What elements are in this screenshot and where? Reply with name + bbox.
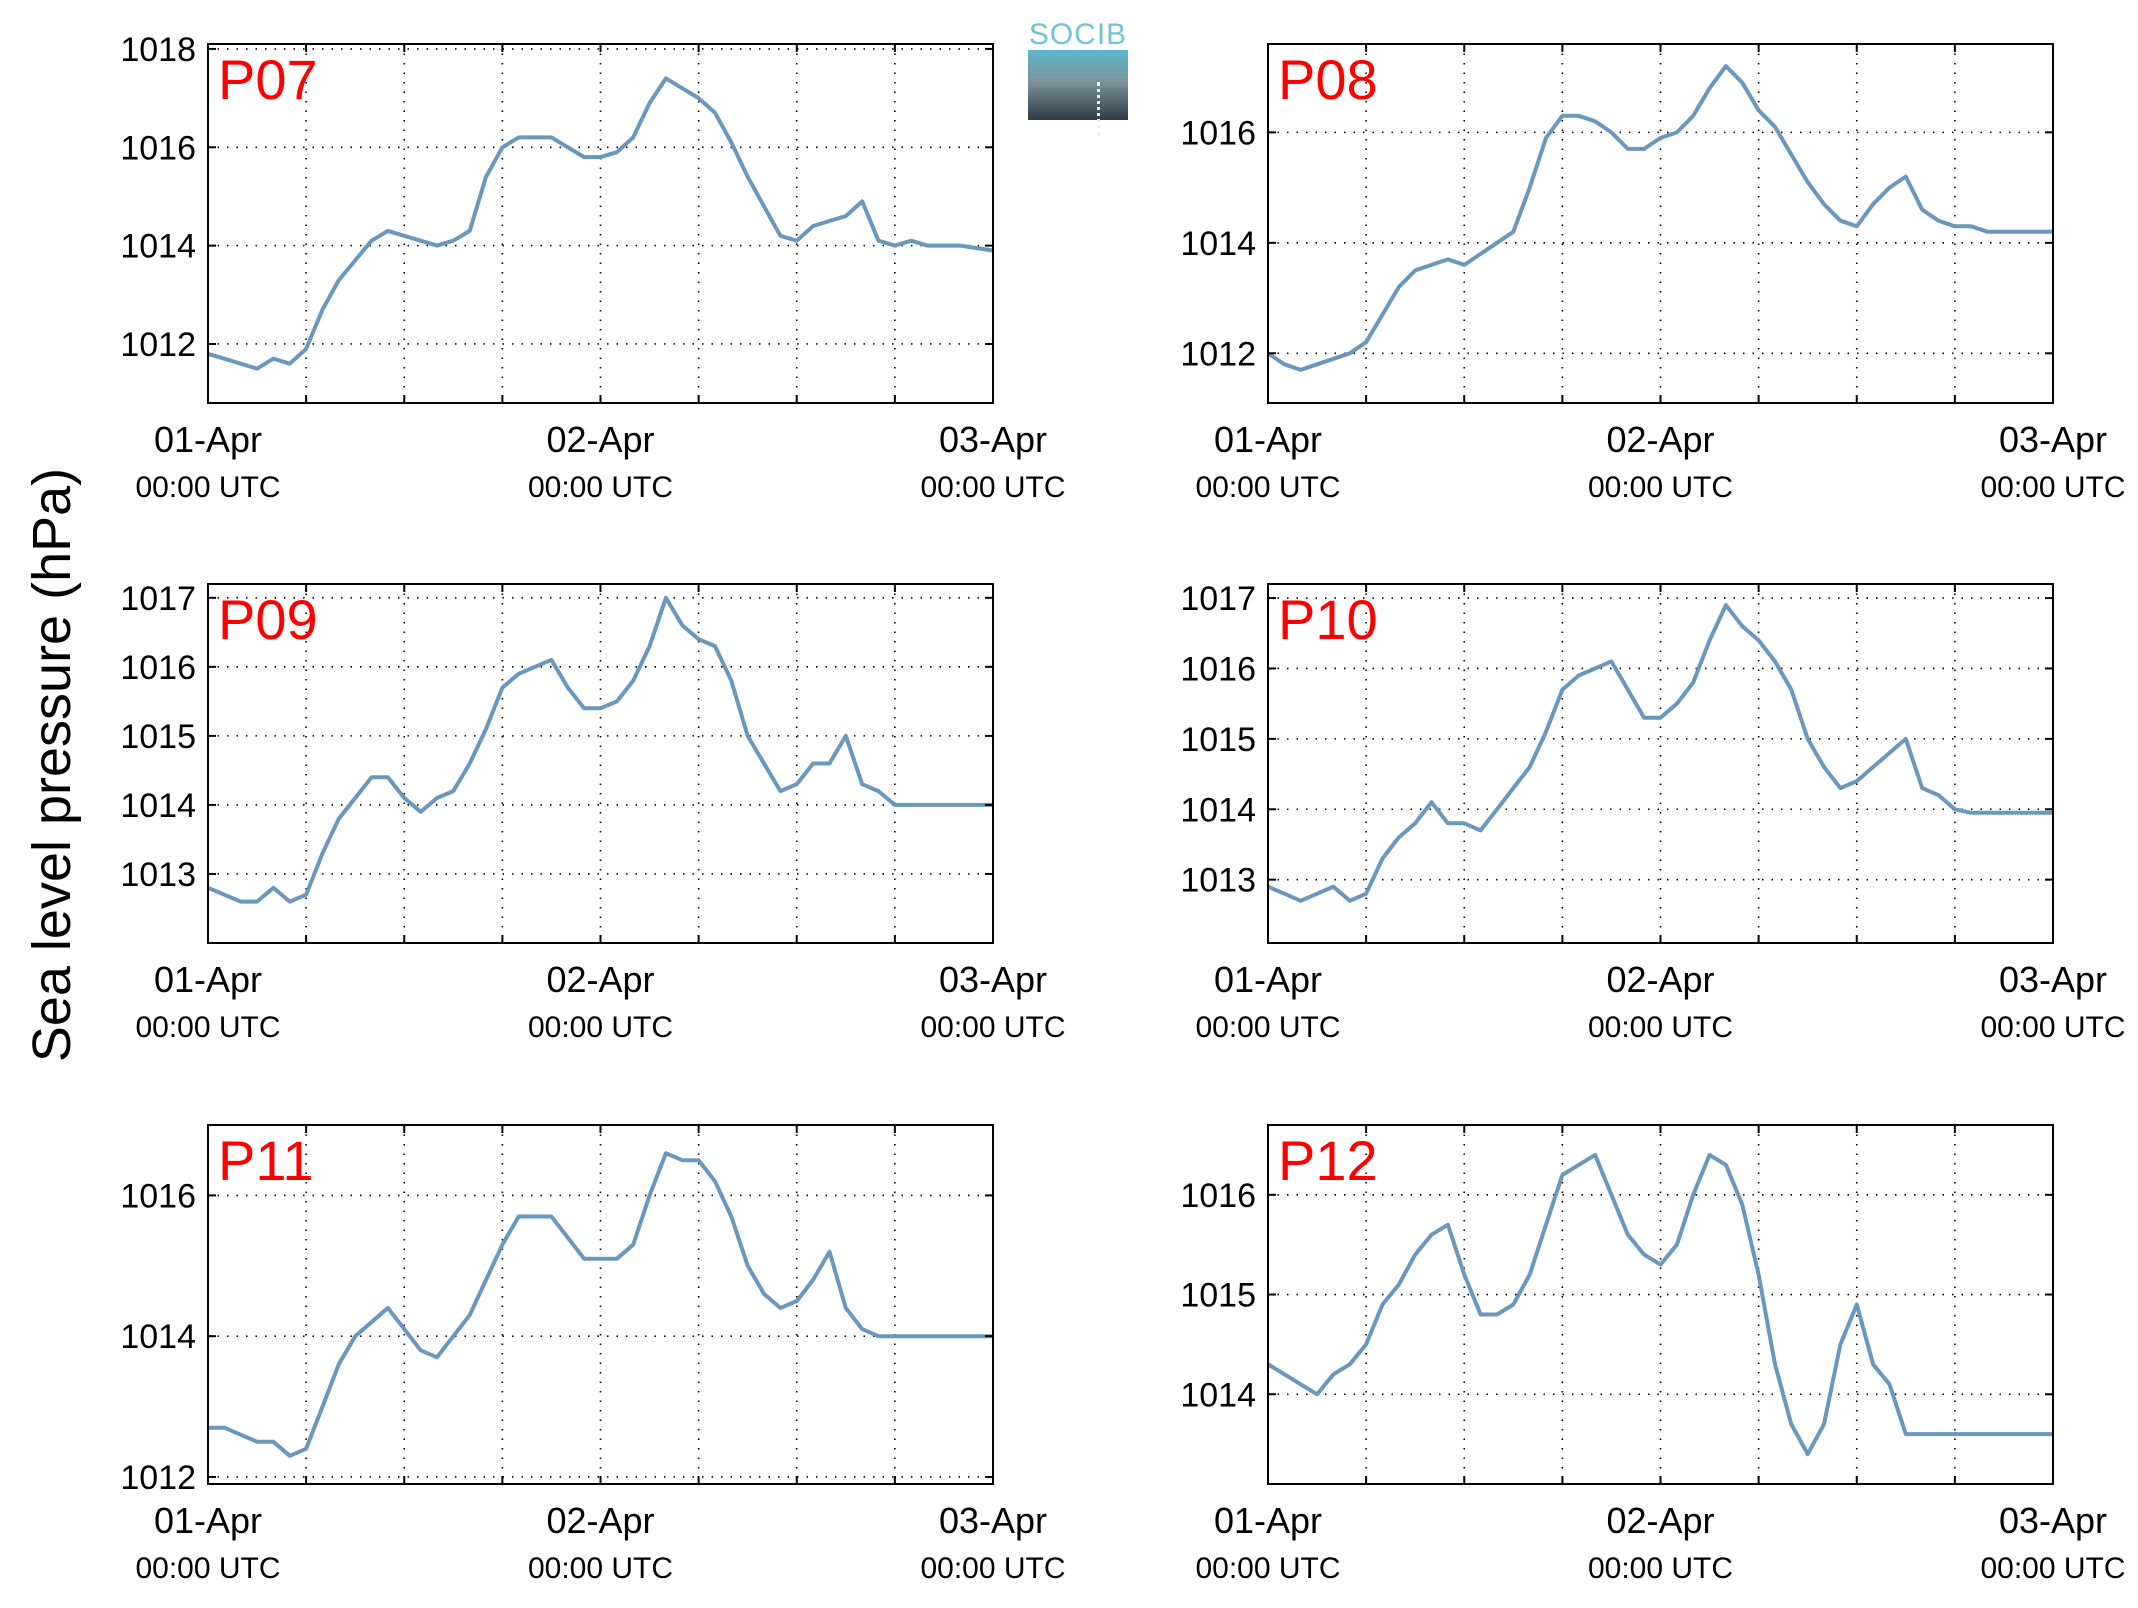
x-tick-label-time: 00:00 UTC [1195,471,1340,504]
x-tick-label-time: 00:00 UTC [1588,471,1733,504]
x-tick-label-time: 00:00 UTC [920,471,1065,504]
x-tick-label-time: 00:00 UTC [920,1011,1065,1044]
y-tick-label: 1017 [120,580,196,618]
socib-logo: SOCIB [1028,18,1128,136]
series-line-p12 [1266,1152,2053,1457]
y-tick-label: 1016 [120,129,196,167]
x-tick-label-date: 03-Apr [939,419,1047,460]
x-tick-label-date: 01-Apr [154,959,262,1000]
x-tick-label-time: 00:00 UTC [1195,1011,1340,1044]
y-tick-label: 1014 [1180,791,1256,829]
logo-text: SOCIB [1028,18,1128,51]
x-tick-label-time: 00:00 UTC [528,1552,673,1585]
y-tick-label: 1016 [120,1177,196,1215]
panel-label: P12 [1278,1129,1378,1192]
x-tick-label-date: 02-Apr [1606,419,1714,460]
y-tick-label: 1012 [1180,335,1256,373]
x-tick-label-date: 01-Apr [1214,419,1322,460]
series-line-p09 [207,595,993,904]
panel-label: P10 [1278,588,1378,651]
y-tick-label: 1013 [120,856,196,894]
panel-p11: 1012 1014 1016 01-Apr 00:00 UTC 02-Apr 00:00 U… [120,1124,1066,1585]
x-tick-label-time: 00:00 UTC [1588,1552,1733,1585]
x-tick-label-date: 03-Apr [939,959,1047,1000]
x-tick-label-time: 00:00 UTC [135,1011,280,1044]
y-tick-label: 1014 [1180,225,1256,263]
x-tick-label-date: 01-Apr [154,419,262,460]
y-tick-label: 1016 [1180,650,1256,688]
y-tick-label: 1015 [1180,1277,1256,1315]
series-line-p07 [207,76,994,371]
y-tick-label: 1018 [120,31,196,69]
x-tick-label-date: 03-Apr [939,1500,1047,1541]
logo-mark [1028,50,1128,136]
series-line-p11 [208,1151,993,1458]
x-tick-label-date: 03-Apr [1999,959,2107,1000]
x-tick-label-date: 02-Apr [1606,1500,1714,1541]
panel-p08: 1012 1014 1016 01-Apr 00:00 UTC 02-Apr 00:00 U… [1180,43,2126,504]
y-tick-label: 1015 [1180,721,1256,759]
x-tick-label-date: 03-Apr [1999,1500,2107,1541]
x-tick-label-time: 00:00 UTC [1195,1552,1340,1585]
x-tick-label-date: 02-Apr [546,1500,654,1541]
x-tick-label-date: 01-Apr [154,1500,262,1541]
y-tick-label: 1014 [120,1318,196,1356]
x-tick-label-time: 00:00 UTC [1588,1011,1733,1044]
x-tick-label-date: 02-Apr [546,959,654,1000]
x-tick-label-date: 03-Apr [1999,419,2107,460]
y-tick-label: 1017 [1180,580,1256,618]
series-line-p08 [1266,64,2053,372]
x-tick-label-time: 00:00 UTC [920,1552,1065,1585]
x-tick-label-time: 00:00 UTC [1980,1011,2125,1044]
x-tick-label-time: 00:00 UTC [1980,471,2125,504]
x-tick-label-time: 00:00 UTC [528,1011,673,1044]
y-tick-label: 1016 [1180,1177,1256,1215]
y-axis-label: Sea level pressure (hPa) [22,467,82,1063]
y-tick-label: 1012 [120,326,196,364]
panel-label: P07 [218,48,318,111]
y-tick-label: 1014 [1180,1376,1256,1414]
panel-p10: 1013 1014 1015 1016 1017 01-Apr 00:00 UTC 02-Ap… [1180,580,2125,1044]
y-tick-label: 1014 [120,228,196,266]
panel-label: P11 [218,1129,313,1192]
x-tick-label-date: 01-Apr [1214,959,1322,1000]
x-tick-label-date: 01-Apr [1214,1500,1322,1541]
x-tick-label-time: 00:00 UTC [135,1552,280,1585]
panel-p09: 1013 1014 1015 1016 1017 01-Apr 00:00 UTC 02-Ap… [120,580,1065,1044]
x-tick-label-date: 02-Apr [1606,959,1714,1000]
y-tick-label: 1014 [120,787,196,825]
panel-label: P08 [1278,48,1378,111]
panel-label: P09 [218,588,318,651]
y-tick-label: 1016 [1180,114,1256,152]
y-tick-label: 1012 [120,1459,196,1497]
y-tick-label: 1015 [120,718,196,756]
panel-p07: 1012 1014 1016 1018 01-Apr 00:00 UTC 02-Apr 00:… [120,31,1065,504]
x-tick-label-time: 00:00 UTC [1980,1552,2125,1585]
series-line-p10 [1267,603,2053,903]
y-tick-label: 1016 [120,649,196,687]
panel-p12: 1014 1015 1016 01-Apr 00:00 UTC 02-Apr 00:00 U… [1180,1124,2126,1585]
x-tick-label-time: 00:00 UTC [528,471,673,504]
x-tick-label-date: 02-Apr [546,419,654,460]
y-tick-label: 1013 [1180,862,1256,900]
x-tick-label-time: 00:00 UTC [135,471,280,504]
